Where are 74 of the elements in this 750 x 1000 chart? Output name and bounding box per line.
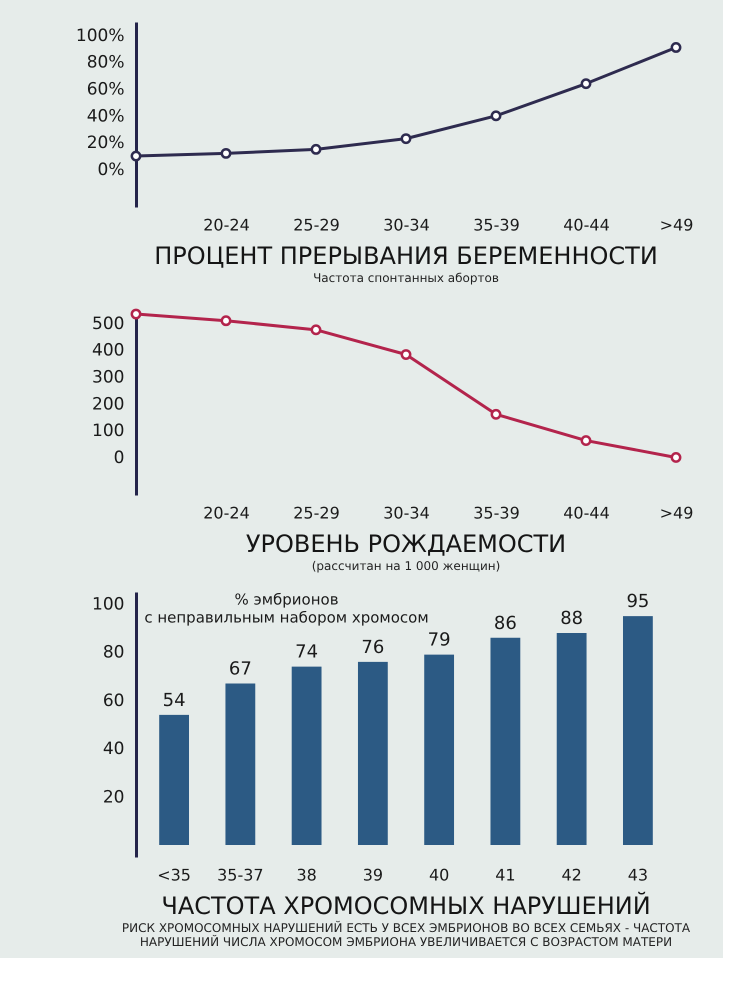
x-tick-label: 35-39 (473, 216, 520, 234)
point (580, 435, 592, 446)
y-tick-label: 60% (86, 80, 124, 100)
data-label: 86 (494, 612, 517, 634)
x-tick-label: 41 (495, 866, 516, 884)
x-tick-label: 25-29 (293, 216, 340, 234)
y-tick-label: 200 (92, 394, 124, 414)
point (310, 144, 322, 155)
y-tick-label: 300 (92, 368, 124, 388)
x-tick-label: 25-29 (293, 504, 340, 522)
x-tick-label: 30-34 (383, 504, 430, 522)
point (400, 349, 412, 360)
x-tick-label: 40-44 (563, 216, 610, 234)
point (490, 408, 502, 420)
point (220, 148, 232, 159)
x-tick-label: 40-44 (563, 504, 610, 522)
x-tick-label: 40 (428, 866, 450, 884)
y-tick-label: 500 (92, 314, 124, 334)
y-tick-label: 20% (86, 133, 124, 154)
text: Частота спонтанных абортов (313, 271, 499, 285)
point (130, 150, 142, 162)
text: ЧАСТОТА ХРОМОСОМНЫХ НАРУШЕНИЙ (161, 891, 651, 920)
point (400, 133, 412, 144)
y-tick-label: 40% (86, 106, 124, 126)
x-tick-label: 35-39 (473, 504, 520, 522)
point (490, 110, 502, 122)
x-tick-label: 35-37 (217, 866, 264, 884)
x-tick-label: >49 (660, 504, 694, 522)
y-tick-label: 20 (102, 787, 124, 808)
y-tick-label: 100 (92, 594, 124, 615)
y-tick-label: 400 (92, 340, 124, 361)
x-tick-label: >49 (660, 216, 694, 234)
text: РИСК ХРОМОСОМНЫХ НАРУШЕНИЙ ЕСТЬ У ВСЕХ ЭМБРИОНОВ ВО ВСЕХ СЕМЬЯХ - ЧАСТОТА НАРУШЕНИЙ ЧИСЛА ХРОМОСОМ ЭМБРИОНА УВЕЛИЧИВАЕТСЯ С ВОЗРАСТОМ МАТЕРИ (122, 920, 691, 949)
point (130, 308, 142, 320)
point (670, 42, 682, 53)
data-label: 67 (228, 658, 252, 680)
y-tick-label: 80 (102, 642, 124, 663)
x-tick-label: 20-24 (203, 504, 250, 522)
point (670, 452, 682, 463)
x-tick-label: 43 (628, 866, 648, 884)
bar (556, 632, 587, 845)
data-label: 54 (162, 690, 186, 711)
bar (622, 616, 653, 845)
data-label: 74 (295, 642, 318, 663)
y-axis-title: % эмбрионов с неправильным набором хромосом (144, 590, 429, 626)
x-tick-label: 39 (362, 866, 384, 884)
bar (490, 638, 520, 845)
x-tick-label: 38 (296, 866, 317, 884)
data-label: 95 (626, 591, 650, 612)
y-tick-label: 40 (102, 739, 124, 760)
data-label: 76 (361, 636, 384, 658)
bar (159, 714, 190, 845)
point (580, 78, 592, 90)
y-tick-label: 60 (102, 690, 124, 711)
text: ПРОЦЕНТ ПРЕРЫВАНИЯ БЕРЕМЕННОСТИ (154, 242, 658, 270)
y-tick-label: 0% (98, 160, 124, 180)
point (310, 324, 322, 336)
text: УРОВЕНЬ РОЖДАЕМОСТИ (246, 530, 566, 558)
bar (292, 666, 322, 845)
text: (рассчитан на 1 000 женщин) (312, 559, 500, 573)
bar (358, 662, 388, 845)
x-tick-label: 30-34 (383, 216, 430, 234)
x-tick-label: 42 (561, 866, 582, 884)
bar (225, 684, 256, 845)
y-tick-label: 100 (92, 421, 124, 442)
data-label: 88 (560, 608, 584, 629)
bar (424, 654, 454, 845)
point (220, 315, 232, 326)
x-tick-label: <35 (157, 866, 191, 884)
x-tick-label: 20-24 (203, 216, 250, 234)
y-tick-label: 0 (114, 448, 124, 468)
y-tick-label: 100% (76, 26, 124, 46)
y-tick-label: 80% (86, 52, 124, 73)
data-label: 79 (428, 630, 451, 651)
